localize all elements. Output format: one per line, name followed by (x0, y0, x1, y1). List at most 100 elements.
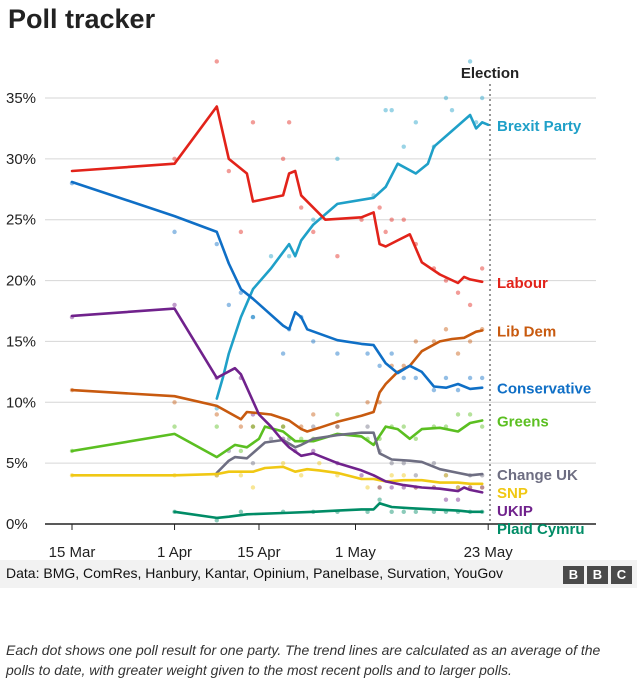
poll-dot (467, 375, 473, 381)
poll-dot (413, 436, 419, 441)
y-tick-label: 5% (6, 455, 28, 472)
poll-dot (214, 518, 219, 523)
poll-dot (250, 120, 256, 125)
series-label-greens: Greens (497, 414, 549, 431)
series-label-plaid-cymru: Plaid Cymru (497, 521, 585, 538)
trend-lines-layer (70, 105, 490, 520)
footnote: Each dot shows one poll result for one p… (6, 642, 601, 678)
poll-dot (377, 400, 382, 405)
y-tick-label: 30% (6, 151, 36, 168)
poll-dot (377, 485, 382, 490)
poll-dot (250, 314, 256, 320)
series-label-lib-dem: Lib Dem (497, 323, 556, 340)
series-label-brexit-party: Brexit Party (497, 118, 582, 135)
poll-dot (401, 473, 406, 478)
poll-dot (455, 485, 461, 490)
y-tick-label: 20% (6, 273, 36, 290)
poll-dot (311, 424, 316, 429)
poll-dot (311, 217, 316, 222)
poll-dot (389, 485, 394, 490)
poll-dot (455, 387, 461, 393)
poll-dot (455, 485, 461, 490)
poll-dot (214, 412, 219, 417)
poll-dot (335, 412, 340, 417)
poll-dot (479, 375, 485, 381)
poll-dot (280, 424, 286, 429)
poll-dot (317, 460, 322, 466)
x-tick-label: 1 May (335, 544, 376, 560)
source-text: Data: BMG, ComRes, Hanbury, Kantar, Opin… (6, 565, 503, 581)
trend-line-brexit-party (215, 113, 490, 400)
poll-dot (455, 290, 461, 295)
poll-dot (335, 156, 340, 162)
series-labels-layer: Brexit Party Labour Lib Dem Conservative Gre… (497, 118, 591, 538)
trend-line-change-uk (215, 431, 484, 477)
poll-dot (383, 229, 388, 235)
poll-dot (443, 473, 449, 478)
x-tick-label: 1 Apr (157, 544, 192, 560)
poll-dot (286, 120, 292, 125)
poll-dot (389, 107, 394, 113)
poll-dot (238, 229, 244, 235)
poll-dot (299, 205, 304, 210)
poll-dot (413, 120, 419, 125)
poll-dot (250, 314, 256, 320)
poll-dot (365, 424, 370, 429)
y-tick-label: 25% (6, 212, 36, 229)
grid-layer (45, 97, 596, 464)
poll-dot (172, 400, 177, 405)
source-bar: Data: BMG, ComRes, Hanbury, Kantar, Opin… (0, 560, 637, 588)
poll-dot (377, 205, 382, 210)
poll-dot (479, 485, 485, 490)
series-label-snp: SNP (497, 485, 528, 502)
bbc-logo-letter: B (587, 566, 608, 584)
axis-layer: 0% 5% 10% 15% 20% 25% 30% 35% 15 Mar 1 Apr 15 Apr 1… (6, 65, 596, 560)
poll-dot (268, 436, 274, 441)
poll-dot (250, 424, 256, 429)
trend-line-lib-dem (70, 329, 484, 433)
poll-dot (413, 339, 419, 344)
poll-dot (377, 363, 382, 368)
bbc-logo-letter: B (563, 566, 584, 584)
poll-dot (286, 254, 292, 259)
poll-dot (479, 485, 485, 490)
poll-dot (401, 424, 406, 429)
poll-dot (335, 424, 340, 429)
series-label-change-uk: Change UK (497, 467, 578, 484)
poll-dot (172, 424, 177, 429)
trend-line-snp (70, 465, 484, 486)
series-label-conservative: Conservative (497, 381, 591, 398)
poll-dots-layer (69, 59, 485, 523)
poll-dot (226, 302, 232, 308)
poll-dot (238, 424, 244, 429)
poll-dot (479, 424, 485, 429)
poll-dot (401, 217, 406, 222)
trend-line-labour (70, 105, 484, 285)
poll-dot (238, 473, 244, 478)
poll-dot (413, 509, 419, 515)
x-tick-label: 15 Apr (237, 544, 280, 560)
poll-dot (335, 254, 340, 259)
election-label: Election (461, 65, 519, 82)
poll-dot (359, 473, 364, 478)
x-tick-label: 23 May (464, 544, 514, 560)
y-tick-label: 15% (6, 333, 36, 350)
poll-dot (443, 375, 449, 381)
poll-dot (280, 424, 286, 429)
poll-dot (172, 302, 177, 308)
poll-dot (172, 229, 177, 235)
poll-dot (455, 497, 461, 502)
poll-dot (479, 266, 485, 271)
bbc-logo-letter: C (611, 566, 632, 584)
poll-dot (401, 509, 406, 515)
poll-dot (365, 400, 370, 405)
poll-dot (214, 424, 219, 429)
poll-tracker-chart: 0% 5% 10% 15% 20% 25% 30% 35% 15 Mar 1 Apr 15 Apr 1… (6, 59, 596, 560)
trend-line-plaid-cymru (173, 501, 484, 520)
bbc-logo: B B C (563, 566, 632, 584)
poll-dot (431, 387, 437, 393)
trend-line-greens (70, 419, 484, 459)
poll-dot (365, 485, 370, 490)
poll-dot (214, 59, 219, 64)
poll-dot (455, 412, 461, 417)
